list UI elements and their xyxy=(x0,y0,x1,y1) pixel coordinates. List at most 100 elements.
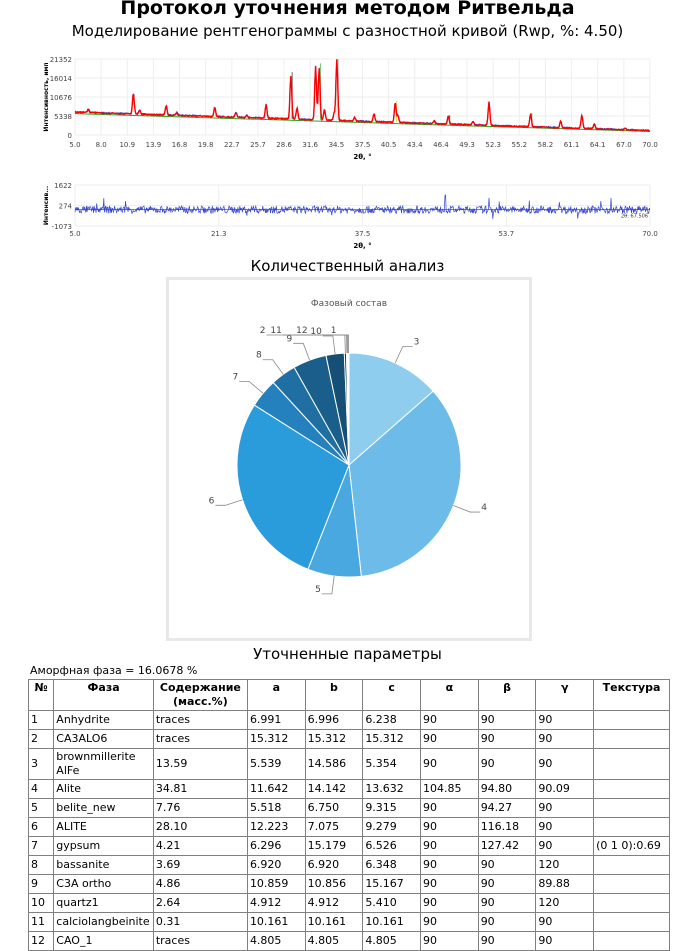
table-cell: 90 xyxy=(420,836,479,856)
table-cell: 90 xyxy=(477,893,537,913)
table-cell: 4.86 xyxy=(152,874,248,894)
table-cell xyxy=(593,710,670,730)
x-tick-label: 55.2 xyxy=(512,141,528,149)
pie-label-line xyxy=(322,335,336,354)
table-cell: 127.42 xyxy=(477,836,537,856)
table-cell: brownmillerite AlFe xyxy=(53,748,154,780)
table-cell: Anhydrite xyxy=(53,710,154,730)
table-cell: 90 xyxy=(477,874,537,894)
x-tick-label: 67.0 xyxy=(616,141,632,149)
column-header: № xyxy=(27,679,55,711)
table-cell: traces xyxy=(152,729,248,749)
table-cell: 90 xyxy=(535,710,595,730)
pie-label-line xyxy=(239,381,264,394)
table-cell: gypsum xyxy=(53,836,154,856)
column-header: Текстура xyxy=(593,679,670,711)
table-cell: 15.312 xyxy=(362,729,421,749)
table-cell: 4.21 xyxy=(152,836,248,856)
table-cell: 89.88 xyxy=(535,874,595,894)
column-header: β xyxy=(477,679,537,711)
table-cell: 15.179 xyxy=(304,836,364,856)
table-cell: 6.296 xyxy=(246,836,306,856)
page-title: Протокол уточнения методом Ритвельда xyxy=(120,0,575,19)
x-tick-label: 5.0 xyxy=(69,230,80,238)
column-header: c xyxy=(362,679,421,711)
column-header: γ xyxy=(535,679,595,711)
table-cell: 5.539 xyxy=(246,748,306,780)
table-cell: 90 xyxy=(477,710,537,730)
pie-label: 2 xyxy=(260,326,266,336)
table-cell: ALITE xyxy=(53,817,154,837)
table-cell: 6.238 xyxy=(362,710,421,730)
x-tick-label: 21.3 xyxy=(211,230,227,238)
table-row: 6 ALITE 28.10 12.223 7.075 9.279 90 116.18 90 xyxy=(27,817,670,837)
pie-label-line xyxy=(293,342,310,361)
table-cell: 4.805 xyxy=(304,931,364,951)
column-header: Содержание (масс.%) xyxy=(152,679,248,711)
cursor-label: 2θ: 67.506 xyxy=(621,214,648,220)
column-header: Фаза xyxy=(53,679,154,711)
table-cell: 28.10 xyxy=(152,817,248,837)
table-cell: 90 xyxy=(420,855,479,875)
params-heading: Уточненные параметры xyxy=(253,645,442,663)
x-tick-label: 70.0 xyxy=(642,141,658,149)
params-table: № Фаза Содержание (масс.%) a b c α β γ Текстура 1… xyxy=(27,679,670,951)
table-cell: 14.586 xyxy=(304,748,364,780)
table-cell: 6.920 xyxy=(304,855,364,875)
x-tick-label: 34.5 xyxy=(329,141,345,149)
x-tick-label: 8.0 xyxy=(96,141,107,149)
table-cell: 90.09 xyxy=(535,779,595,799)
table-cell xyxy=(593,855,670,875)
table-cell: 10.161 xyxy=(246,912,306,932)
table-cell: 90 xyxy=(420,893,479,913)
table-cell: 11 xyxy=(27,912,55,932)
y-tick-label: 274 xyxy=(59,203,73,211)
table-row: 9 C3A ortho 4.86 10.859 10.856 15.167 90 90 89.8… xyxy=(27,874,670,894)
x-tick-label: 37.5 xyxy=(355,230,371,238)
y-tick-label: 10676 xyxy=(50,94,73,102)
xrd-pattern-chart[interactable]: 5.0 8.0 10.9 13.9 16.8 19.8 22.7 25.7 28.6 31.6 34… xyxy=(30,52,670,167)
table-cell: 90 xyxy=(535,729,595,749)
table-cell: calciolangbeinite xyxy=(53,912,154,932)
table-cell: 34.81 xyxy=(152,779,248,799)
table-cell: 90 xyxy=(477,729,537,749)
table-cell: 4 xyxy=(27,779,55,799)
table-cell: 120 xyxy=(535,893,595,913)
table-cell: 90 xyxy=(420,931,479,951)
table-cell: 6.991 xyxy=(246,710,306,730)
table-cell: 3 xyxy=(27,748,55,780)
x-tick-label: 43.4 xyxy=(407,141,423,149)
pie-label-line xyxy=(394,346,413,364)
table-cell: 11.642 xyxy=(246,779,306,799)
table-cell: belite_new xyxy=(53,798,154,818)
table-cell: C3A ortho xyxy=(53,874,154,894)
table-cell: 4.805 xyxy=(362,931,421,951)
x-tick-label: 52.3 xyxy=(485,141,501,149)
table-cell: 7.76 xyxy=(152,798,248,818)
y-tick-label: 1622 xyxy=(54,182,72,190)
table-row: 7 gypsum 4.21 6.296 15.179 6.526 90 127.42 90 (0 … xyxy=(27,836,670,856)
table-cell: 12.223 xyxy=(246,817,306,837)
table-cell: 10.859 xyxy=(246,874,306,894)
pie-label-line xyxy=(321,575,335,595)
residual-chart[interactable]: 5.0 21.3 37.5 53.7 70.0 -1073 274 1622 2θ, ° Инте… xyxy=(30,178,670,253)
table-cell: 90 xyxy=(477,748,537,780)
table-cell: 10 xyxy=(27,893,55,913)
table-cell: 90 xyxy=(535,931,595,951)
table-cell: 8 xyxy=(27,855,55,875)
pie-label: 5 xyxy=(315,585,321,595)
x-tick-label: 53.7 xyxy=(498,230,514,238)
pie-label: 8 xyxy=(256,351,262,361)
table-cell: 5.410 xyxy=(362,893,421,913)
table-cell xyxy=(593,748,670,780)
table-cell: 9.315 xyxy=(362,798,421,818)
calculated-line xyxy=(74,59,650,132)
x-tick-label: 49.3 xyxy=(459,141,475,149)
table-row: 2 CA3ALO6 traces 15.312 15.312 15.312 90 90 90 xyxy=(27,729,670,749)
pie-label-line xyxy=(215,499,243,506)
table-cell: 90 xyxy=(420,874,479,894)
x-tick-label: 16.8 xyxy=(172,141,188,149)
table-cell: 13.59 xyxy=(152,748,248,780)
pie-label-line xyxy=(262,359,284,375)
